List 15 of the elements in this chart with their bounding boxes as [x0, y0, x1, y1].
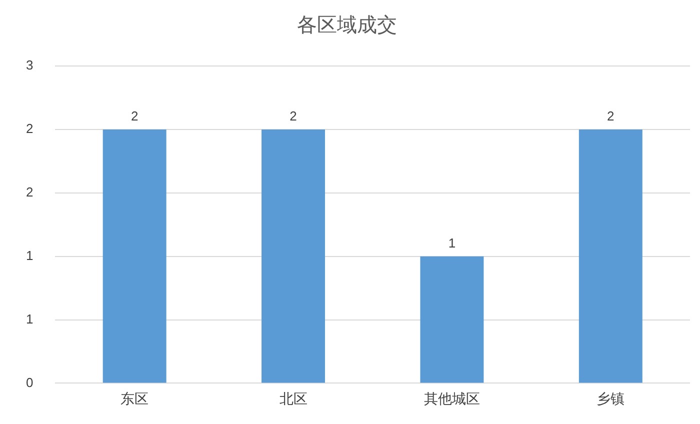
data-label: 1 — [448, 235, 456, 250]
x-tick-label: 乡镇 — [596, 390, 625, 406]
y-tick-label: 1 — [26, 311, 34, 326]
y-tick-label: 2 — [26, 121, 34, 136]
x-tick-label: 东区 — [120, 390, 149, 406]
data-label: 2 — [290, 108, 297, 124]
x-tick-label: 北区 — [279, 390, 308, 406]
y-tick-label: 2 — [26, 184, 34, 200]
x-tick-label: 其他城区 — [424, 390, 480, 406]
data-label: 2 — [607, 108, 614, 124]
y-tick-label: 1 — [26, 248, 34, 263]
y-tick-label: 0 — [26, 374, 34, 390]
y-tick-label: 3 — [26, 58, 34, 73]
data-label: 2 — [130, 108, 138, 124]
chart-title: 各区域成交 — [297, 14, 397, 37]
